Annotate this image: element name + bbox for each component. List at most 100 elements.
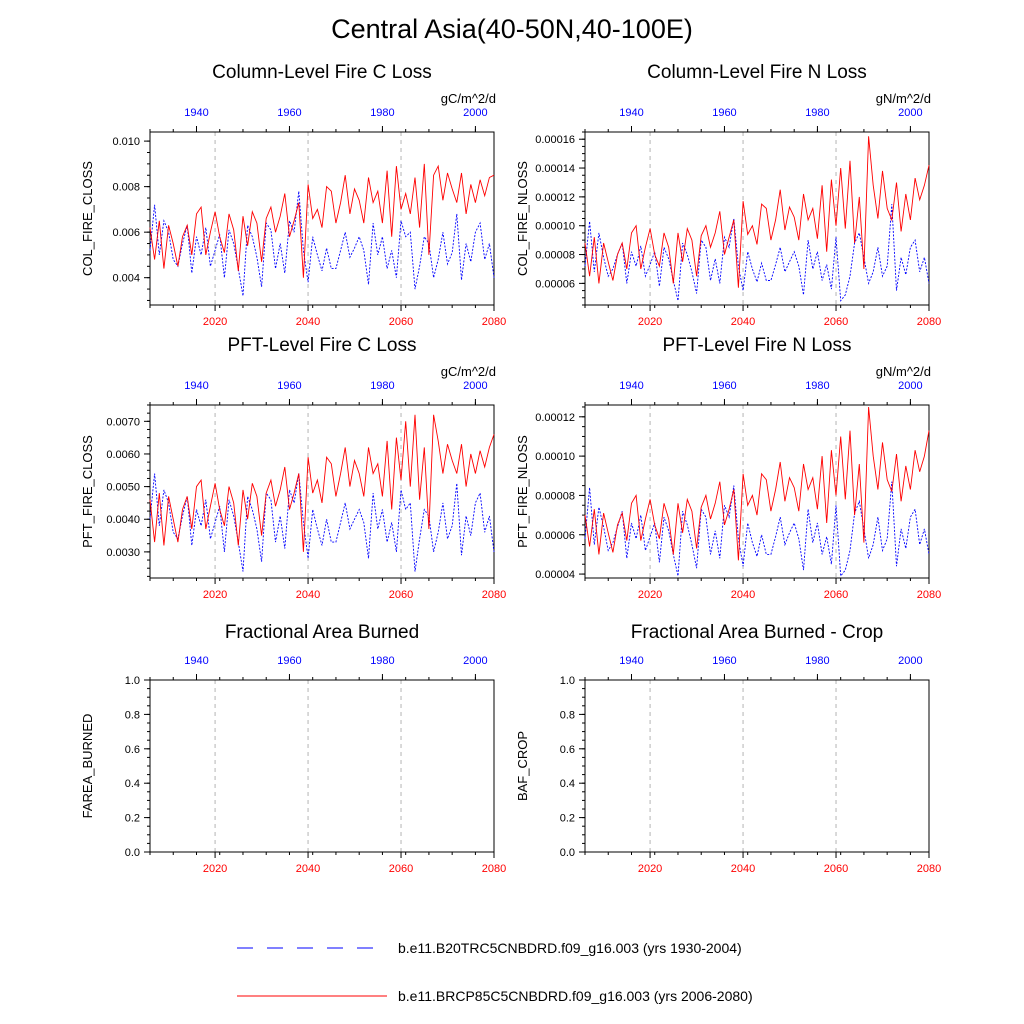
x-tick-label-pft-n-2080: 2080 [917, 589, 941, 601]
plot-frame-pft-n [584, 404, 930, 579]
x-top-tick-label-col-n-1980: 1980 [805, 107, 829, 119]
y-tick-label-col-n-3: 0.00012 [535, 192, 575, 204]
y-tick-label-col-c-1: 0.006 [112, 227, 140, 239]
x-top-tick-label-pft-n-1980: 1980 [805, 380, 829, 392]
x-tick-label-col-n-2060: 2060 [824, 316, 848, 328]
series-line-pft-c-historical [149, 473, 495, 572]
y-tick-label-pft-n-0: 0.00004 [535, 569, 575, 581]
y-tick-label-pft-c-0: 0.0030 [106, 547, 140, 559]
y-tick-label-col-n-4: 0.00014 [535, 163, 575, 175]
y-tick-label-baf-crop-5: 1.0 [560, 675, 575, 687]
y-axis-label-pft-n: PFT_FIRE_NLOSS [515, 435, 530, 548]
y-tick-label-pft-c-2: 0.0050 [106, 482, 140, 494]
y-tick-label-farea-2: 0.4 [125, 778, 140, 790]
panel-title-col-fire-n: Column-Level Fire N Loss [647, 62, 867, 83]
y-tick-label-col-n-2: 0.00010 [535, 221, 575, 233]
x-tick-label-pft-c-2060: 2060 [389, 589, 413, 601]
x-tick-label-col-n-2080: 2080 [917, 316, 941, 328]
series-line-pft-c-future [149, 414, 495, 552]
x-top-tick-label-col-n-2000: 2000 [898, 107, 922, 119]
panel-title-pft-fire-n: PFT-Level Fire N Loss [662, 335, 852, 356]
panel-title-pft-fire-c: PFT-Level Fire C Loss [227, 335, 417, 356]
y-tick-label-baf-crop-3: 0.6 [560, 744, 575, 756]
panel-title-baf-crop: Fractional Area Burned - Crop [630, 622, 884, 643]
x-tick-label-farea-2020: 2020 [203, 863, 227, 875]
x-top-tick-label-col-c-1940: 1940 [184, 107, 208, 119]
y-axis-label-col-c: COL_FIRE_CLOSS [80, 161, 95, 276]
x-top-tick-label-pft-c-2000: 2000 [463, 380, 487, 392]
x-tick-label-col-n-2040: 2040 [731, 316, 755, 328]
y-tick-label-baf-crop-0: 0.0 [560, 847, 575, 859]
legend-label-future: b.e11.BRCP85C5CNBDRD.f09_g16.003 (yrs 20… [398, 988, 753, 1004]
series-line-col-c-historical [149, 191, 495, 296]
x-top-tick-label-pft-c-1960: 1960 [277, 380, 301, 392]
x-tick-label-col-n-2020: 2020 [638, 316, 662, 328]
x-tick-label-farea-2080: 2080 [482, 863, 506, 875]
x-tick-label-baf-crop-2020: 2020 [638, 863, 662, 875]
y-tick-label-col-c-3: 0.010 [112, 136, 140, 148]
x-top-tick-label-baf-crop-1940: 1940 [619, 655, 643, 667]
y-tick-label-farea-4: 0.8 [125, 709, 140, 721]
x-top-tick-label-col-c-1960: 1960 [277, 107, 301, 119]
y-tick-label-farea-5: 1.0 [125, 675, 140, 687]
series-line-col-n-future [584, 136, 930, 288]
x-top-tick-label-farea-1980: 1980 [370, 655, 394, 667]
y-tick-label-pft-n-2: 0.00008 [535, 490, 575, 502]
y-axis-label-pft-c: PFT_FIRE_CLOSS [80, 435, 95, 548]
y-tick-label-pft-c-4: 0.0070 [106, 416, 140, 428]
x-tick-label-col-c-2040: 2040 [296, 316, 320, 328]
x-tick-label-pft-c-2020: 2020 [203, 589, 227, 601]
x-tick-label-pft-n-2040: 2040 [731, 589, 755, 601]
x-tick-label-pft-c-2080: 2080 [482, 589, 506, 601]
x-top-tick-label-pft-c-1980: 1980 [370, 380, 394, 392]
plot-frame-pft-c [149, 404, 495, 579]
y-tick-label-baf-crop-1: 0.2 [560, 813, 575, 825]
series-line-pft-n-historical [584, 481, 930, 578]
x-tick-label-baf-crop-2060: 2060 [824, 863, 848, 875]
x-top-tick-label-farea-1940: 1940 [184, 655, 208, 667]
x-tick-label-pft-n-2020: 2020 [638, 589, 662, 601]
x-top-tick-label-farea-1960: 1960 [277, 655, 301, 667]
units-pft-fire-c: gC/m^2/d [440, 364, 496, 379]
x-top-tick-label-col-n-1960: 1960 [712, 107, 736, 119]
x-top-tick-label-pft-n-2000: 2000 [898, 380, 922, 392]
x-tick-label-col-c-2080: 2080 [482, 316, 506, 328]
x-tick-label-farea-2040: 2040 [296, 863, 320, 875]
y-tick-label-col-n-0: 0.00006 [535, 278, 575, 290]
y-tick-label-baf-crop-2: 0.4 [560, 778, 575, 790]
units-col-fire-n: gN/m^2/d [875, 91, 931, 106]
x-top-tick-label-col-c-2000: 2000 [463, 107, 487, 119]
y-tick-label-pft-c-1: 0.0040 [106, 514, 140, 526]
panel-title-col-fire-c: Column-Level Fire C Loss [212, 62, 432, 83]
x-top-tick-label-col-c-1980: 1980 [370, 107, 394, 119]
units-col-fire-c: gC/m^2/d [440, 91, 496, 106]
series-line-col-n-historical [584, 204, 930, 302]
x-top-tick-label-baf-crop-1980: 1980 [805, 655, 829, 667]
plot-frame-col-c [149, 131, 495, 306]
x-tick-label-pft-n-2060: 2060 [824, 589, 848, 601]
x-tick-label-baf-crop-2080: 2080 [917, 863, 941, 875]
x-tick-label-pft-c-2040: 2040 [296, 589, 320, 601]
y-tick-label-col-c-0: 0.004 [112, 273, 140, 285]
x-top-tick-label-col-n-1940: 1940 [619, 107, 643, 119]
y-tick-label-pft-n-4: 0.00012 [535, 412, 575, 424]
units-pft-fire-n: gN/m^2/d [875, 364, 931, 379]
x-top-tick-label-farea-2000: 2000 [463, 655, 487, 667]
panel-title-farea-burned: Fractional Area Burned [224, 622, 420, 643]
y-axis-label-col-n: COL_FIRE_NLOSS [515, 161, 530, 276]
y-axis-label-farea: FAREA_BURNED [80, 714, 95, 819]
series-line-pft-n-future [584, 406, 930, 561]
legend-label-historical: b.e11.B20TRC5CNBDRD.f09_g16.003 (yrs 193… [398, 940, 742, 956]
y-tick-label-farea-0: 0.0 [125, 847, 140, 859]
y-tick-label-pft-n-1: 0.00006 [535, 530, 575, 542]
x-top-tick-label-baf-crop-1960: 1960 [712, 655, 736, 667]
y-tick-label-col-n-5: 0.00016 [535, 134, 575, 146]
y-tick-label-col-c-2: 0.008 [112, 182, 140, 194]
y-tick-label-pft-c-3: 0.0060 [106, 449, 140, 461]
x-top-tick-label-baf-crop-2000: 2000 [898, 655, 922, 667]
x-top-tick-label-pft-c-1940: 1940 [184, 380, 208, 392]
y-tick-label-farea-1: 0.2 [125, 813, 140, 825]
x-top-tick-label-pft-n-1960: 1960 [712, 380, 736, 392]
series-line-col-c-future [149, 163, 495, 278]
